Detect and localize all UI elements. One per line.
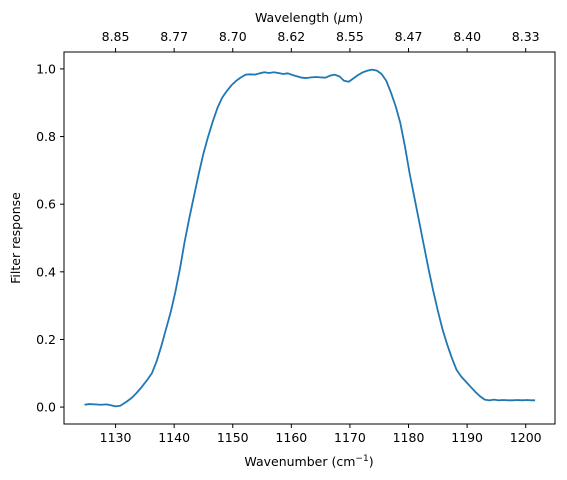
x-tick-label: 1150 (217, 430, 249, 445)
x-tick-label: 1160 (275, 430, 307, 445)
y-tick-label: 0.8 (36, 129, 56, 144)
x-tick-label: 1180 (393, 430, 425, 445)
x-tick-label: 1140 (158, 430, 190, 445)
top-tick-label: 8.70 (219, 29, 247, 44)
top-tick-label: 8.33 (512, 29, 540, 44)
x-axis-title: Wavenumber (cm−1) (244, 454, 373, 469)
y-axis: 0.0 0.2 0.4 0.6 0.8 1.0 (36, 61, 64, 415)
x-tick-label: 1200 (510, 430, 542, 445)
y-tick-label: 0.2 (36, 332, 56, 347)
plot-frame (63, 51, 556, 425)
top-tick-label: 8.55 (336, 29, 364, 44)
series-line (84, 68, 536, 408)
top-tick-label: 8.40 (453, 29, 481, 44)
top-axis-title: Wavelength (μm) (255, 10, 363, 25)
top-x-axis: 8.85 8.77 8.70 8.62 8.55 8.47 8.40 8.33 (102, 29, 540, 52)
y-tick-label: 1.0 (36, 61, 56, 76)
top-tick-label: 8.85 (102, 29, 130, 44)
x-tick-label: 1130 (100, 430, 132, 445)
top-tick-label: 8.62 (277, 29, 305, 44)
top-tick-label: 8.77 (160, 29, 188, 44)
x-tick-label: 1170 (334, 430, 366, 445)
y-tick-label: 0.6 (36, 197, 56, 212)
y-tick-label: 0.4 (36, 264, 56, 279)
top-tick-label: 8.47 (395, 29, 423, 44)
x-axis: 1130 1140 1150 1160 1170 1180 1190 1200 (100, 424, 542, 445)
y-tick-label: 0.0 (36, 400, 56, 415)
y-axis-title: Filter response (8, 192, 23, 284)
x-tick-label: 1190 (451, 430, 483, 445)
